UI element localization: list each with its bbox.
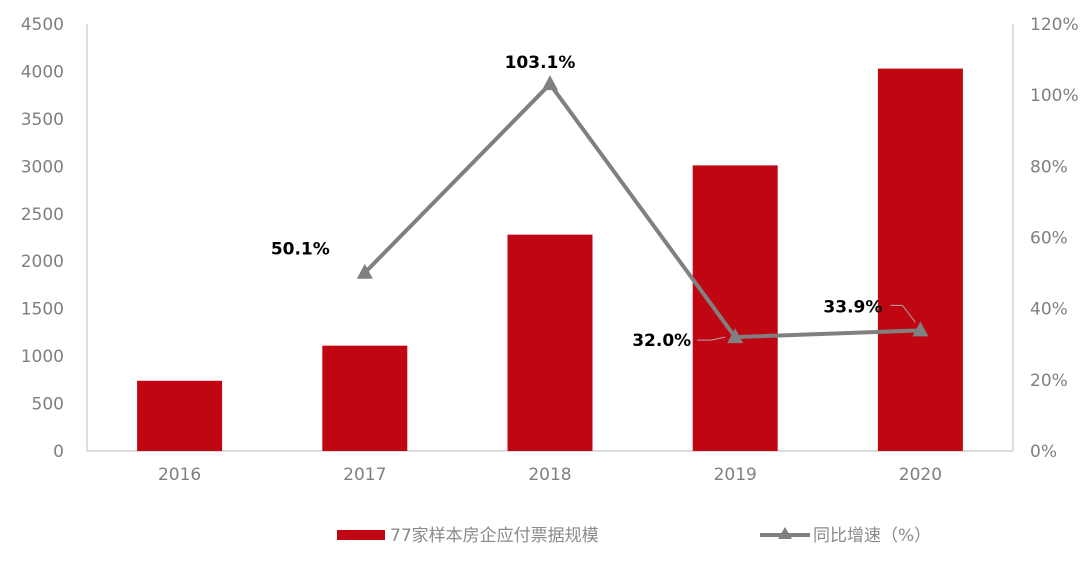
- y-left-tick-label: 4000: [21, 62, 64, 82]
- bar-2020: [877, 68, 963, 451]
- x-tick-label: 2016: [158, 465, 201, 485]
- x-tick-label: 2019: [714, 465, 757, 485]
- growth-marker-2019: [727, 328, 744, 344]
- y-right-tick-label: 80%: [1030, 157, 1068, 177]
- growth-line: [363, 81, 921, 340]
- leader-line: [890, 304, 916, 323]
- data-label: 33.9%: [823, 297, 882, 317]
- data-label: 50.1%: [271, 240, 330, 260]
- y-right-tick-label: 40%: [1030, 300, 1068, 320]
- growth-marker-2018: [542, 75, 558, 91]
- y-right-tick-label: 60%: [1030, 229, 1068, 249]
- y-right-tick-label: 100%: [1030, 86, 1079, 106]
- bar-2016: [137, 380, 223, 451]
- y-left-tick-label: 2000: [21, 252, 64, 272]
- y-left-tick-label: 3000: [21, 157, 64, 177]
- x-tick-label: 2020: [899, 465, 942, 485]
- data-label: 103.1%: [505, 53, 576, 73]
- data-label: 32.0%: [632, 331, 691, 351]
- leader-line: [697, 336, 726, 341]
- y-left-tick-label: 4500: [21, 15, 64, 35]
- growth-marker-2020: [912, 321, 929, 337]
- y-left-tick-label: 0: [53, 442, 64, 462]
- bar-2019: [692, 165, 778, 451]
- y-left-tick-label: 1500: [21, 300, 64, 320]
- y-left-tick-label: 3500: [21, 110, 64, 130]
- y-left-tick-label: 1000: [21, 347, 64, 367]
- legend-bar-swatch: [337, 530, 385, 540]
- y-left-tick-label: 500: [32, 395, 64, 415]
- y-right-tick-label: 20%: [1030, 371, 1068, 391]
- legend-triangle-icon: [778, 527, 792, 539]
- y-left-tick-label: 2500: [21, 205, 64, 225]
- y-right-tick-label: 120%: [1030, 15, 1079, 35]
- legend-label: 同比增速（%）: [813, 526, 931, 546]
- bar-2017: [322, 345, 408, 451]
- bar-2018: [507, 234, 593, 451]
- growth-marker-2017: [356, 263, 373, 279]
- y-right-tick-label: 0%: [1030, 442, 1057, 462]
- x-tick-label: 2018: [528, 465, 571, 485]
- legend-label: 77家样本房企应付票据规模: [390, 526, 599, 546]
- x-tick-label: 2017: [343, 465, 386, 485]
